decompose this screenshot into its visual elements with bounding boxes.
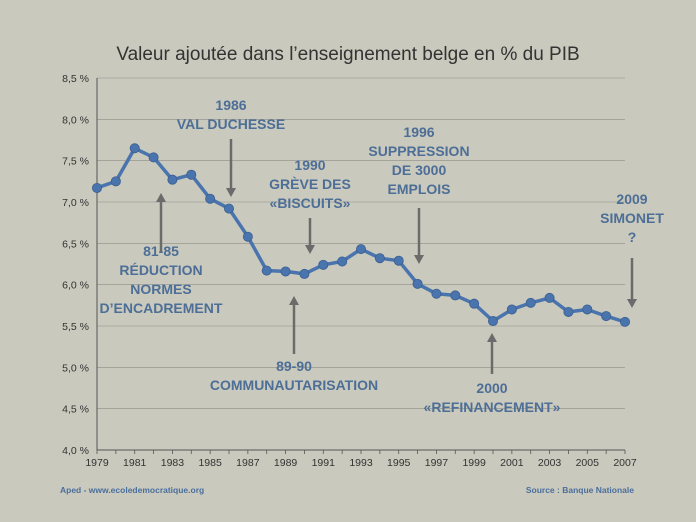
y-tick-label: 7,0 % <box>62 197 89 209</box>
x-tick-label: 1997 <box>425 457 449 469</box>
data-point <box>469 298 480 309</box>
annotation-text: 1990 <box>294 157 325 173</box>
data-point <box>620 316 631 327</box>
annotation-text: GRÈVE DES <box>269 176 351 192</box>
data-point <box>280 266 291 277</box>
annotation-text: DE 3000 <box>392 162 447 178</box>
data-point <box>525 297 536 308</box>
annotation-text: D’ENCADREMENT <box>100 300 223 316</box>
data-point <box>186 169 197 180</box>
data-point <box>223 203 234 214</box>
data-point <box>506 304 517 315</box>
x-tick-label: 1995 <box>387 457 411 469</box>
annotation-group: 1990 GRÈVE DES «BISCUITS» <box>269 157 351 254</box>
annotation-group: 81-85RÉDUCTIONNORMESD’ENCADREMENT <box>100 193 223 316</box>
footer-source: Source : Banque Nationale <box>526 485 634 495</box>
data-point <box>393 255 404 266</box>
annotation-text: COMMUNAUTARISATION <box>210 377 378 393</box>
x-tick-label: 1987 <box>236 457 260 469</box>
y-axis-tick-labels: 4,0 % 4,5 % 5,0 % 5,5 % 6,0 % 6,5 % 7,0 % 7,5 %… <box>62 73 89 457</box>
x-tick-label: 1989 <box>274 457 298 469</box>
annotation-text: RÉDUCTION <box>119 262 202 278</box>
data-point <box>299 268 310 279</box>
data-point <box>92 182 103 193</box>
annotation-text: ? <box>628 229 637 245</box>
data-point <box>487 316 498 327</box>
annotation-text: NORMES <box>130 281 191 297</box>
x-tick-label: 2003 <box>538 457 562 469</box>
annotation-text: SUPPRESSION <box>368 143 469 159</box>
x-tick-label: 1991 <box>312 457 336 469</box>
annotation-group: 1996 SUPPRESSION DE 3000 EMPLOIS <box>368 124 470 264</box>
annotation-arrow-head <box>627 299 637 308</box>
y-tick-label: 4,5 % <box>62 404 89 416</box>
x-tick-label: 1981 <box>123 457 147 469</box>
data-point <box>242 231 253 242</box>
annotation-group: 2009 SIMONET? <box>600 191 664 308</box>
data-point <box>601 311 612 322</box>
data-point <box>337 256 348 267</box>
y-tick-label: 7,5 % <box>62 156 89 168</box>
x-tick-label: 1983 <box>161 457 185 469</box>
y-tick-label: 6,0 % <box>62 280 89 292</box>
annotation-arrow-head <box>414 255 424 264</box>
data-point <box>355 244 366 255</box>
data-point <box>374 253 385 264</box>
annotation-text: VAL DUCHESSE <box>177 116 285 132</box>
x-axis-tick-labels: 1979 1981 1983 1985 1987 1989 1991 1993 1995 1997… <box>85 457 637 469</box>
data-point <box>318 259 329 270</box>
annotation-text: 2009 <box>616 191 647 207</box>
x-tick-label: 1993 <box>349 457 373 469</box>
annotation-text: 2000 <box>476 380 507 396</box>
y-tick-label: 5,0 % <box>62 362 89 374</box>
x-tick-label: 1999 <box>462 457 486 469</box>
data-point <box>110 176 121 187</box>
annotation-text: «BISCUITS» <box>270 195 351 211</box>
annotation-text: EMPLOIS <box>387 181 450 197</box>
y-tick-label: 6,5 % <box>62 238 89 250</box>
annotation-text: «REFINANCEMENT» <box>424 399 561 415</box>
annotation-text: 89-90 <box>276 358 312 374</box>
annotation-arrow-head <box>289 296 299 305</box>
y-tick-label: 5,5 % <box>62 321 89 333</box>
annotation-group: 89-90 COMMUNAUTARISATION <box>210 296 378 393</box>
data-point <box>205 193 216 204</box>
data-point <box>563 306 574 317</box>
footer-credit: Aped - www.ecoledemocratique.org <box>60 485 204 495</box>
x-tick-label: 1985 <box>198 457 222 469</box>
axes <box>96 78 626 454</box>
annotation-arrow-head <box>487 333 497 342</box>
data-point <box>261 265 272 276</box>
data-series <box>92 143 631 327</box>
annotation-text: 1996 <box>403 124 434 140</box>
annotation-text: SIMONET <box>600 210 664 226</box>
annotation-text: 1986 <box>215 97 246 113</box>
x-tick-label: 2001 <box>500 457 524 469</box>
annotation-arrow-head <box>226 188 236 197</box>
data-point <box>431 288 442 299</box>
grid-lines <box>97 77 625 409</box>
y-tick-label: 4,0 % <box>62 445 89 457</box>
x-tick-label: 1979 <box>85 457 109 469</box>
y-tick-label: 8,5 % <box>62 73 89 85</box>
data-point <box>450 290 461 301</box>
data-point <box>412 278 423 289</box>
data-point <box>167 174 178 185</box>
annotation-arrow-head <box>156 193 166 202</box>
annotation-arrow-head <box>305 245 315 254</box>
y-tick-label: 8,0 % <box>62 114 89 126</box>
annotation-group: 2000 «REFINANCEMENT» <box>424 333 561 415</box>
data-point <box>544 292 555 303</box>
data-point <box>129 143 140 154</box>
data-point <box>148 152 159 163</box>
chart-title: Valeur ajoutée dans l’enseignement belge… <box>116 44 579 65</box>
x-tick-label: 2005 <box>576 457 600 469</box>
x-tick-label: 2007 <box>613 457 637 469</box>
data-point <box>582 304 593 315</box>
annotation-group: 1986 VAL DUCHESSE <box>177 97 285 197</box>
